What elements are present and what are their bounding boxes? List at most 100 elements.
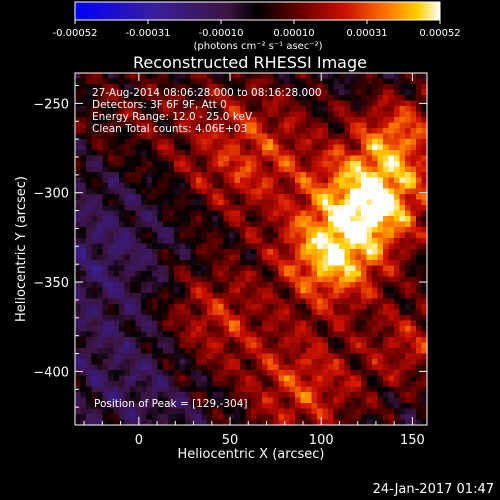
heatmap-cell [295, 144, 302, 151]
heatmap-cell [421, 155, 428, 162]
heatmap-cell [256, 320, 263, 327]
heatmap-cell [262, 359, 269, 366]
chart-title: Reconstructed RHESSI Image [133, 53, 367, 72]
heatmap-cell [207, 194, 214, 201]
heatmap-cell [102, 117, 109, 124]
heatmap-cell [240, 205, 247, 212]
colorbar-tick-label: 0.00031 [346, 28, 387, 39]
heatmap-cell [113, 227, 120, 234]
heatmap-cell [245, 216, 252, 223]
heatmap-cell [130, 210, 137, 217]
heatmap-cell [344, 139, 351, 146]
heatmap-cell [135, 111, 142, 118]
heatmap-cell [328, 117, 335, 124]
heatmap-cell [113, 386, 120, 393]
heatmap-cell [229, 177, 236, 184]
heatmap-cell [80, 381, 87, 388]
heatmap-cell [289, 359, 296, 366]
heatmap-cell [322, 359, 329, 366]
heatmap-cell [185, 188, 192, 195]
heatmap-cell [278, 161, 285, 168]
heatmap-cell [245, 128, 252, 135]
heatmap-cell [267, 117, 274, 124]
heatmap-cell [317, 150, 324, 157]
heatmap-cell [113, 337, 120, 344]
heatmap-cell [328, 265, 335, 272]
heatmap-cell [223, 276, 230, 283]
heatmap-cell [284, 282, 291, 289]
heatmap-cell [251, 397, 258, 404]
heatmap-cell [344, 106, 351, 113]
heatmap-cell [416, 298, 423, 305]
heatmap-cell [229, 84, 236, 91]
heatmap-cell [317, 216, 324, 223]
heatmap-cell [130, 403, 137, 410]
heatmap-cell [284, 122, 291, 129]
heatmap-cell [377, 408, 384, 415]
heatmap-cell [229, 293, 236, 300]
heatmap-cell [306, 326, 313, 333]
heatmap-cell [399, 199, 406, 206]
heatmap-cell [322, 205, 329, 212]
heatmap-cell [157, 282, 164, 289]
heatmap-cell [416, 78, 423, 85]
heatmap-cell [311, 364, 318, 371]
heatmap-cell [201, 331, 208, 338]
heatmap-cell [108, 122, 115, 129]
heatmap-cell [229, 254, 236, 261]
heatmap-cell [344, 150, 351, 157]
heatmap-cell [108, 408, 115, 415]
heatmap-cell [190, 331, 197, 338]
heatmap-cell [273, 150, 280, 157]
heatmap-cell [157, 161, 164, 168]
heatmap-cell [91, 381, 98, 388]
heatmap-cell [262, 337, 269, 344]
heatmap-cell [306, 133, 313, 140]
heatmap-cell [416, 238, 423, 245]
heatmap-cell [86, 243, 93, 250]
heatmap-cell [223, 260, 230, 267]
heatmap-cell [234, 89, 241, 96]
heatmap-cell [168, 205, 175, 212]
heatmap-cell [333, 89, 340, 96]
heatmap-cell [229, 155, 236, 162]
heatmap-cell [86, 408, 93, 415]
heatmap-cell [141, 403, 148, 410]
heatmap-cell [163, 194, 170, 201]
heatmap-cell [86, 216, 93, 223]
heatmap-cell [377, 419, 384, 426]
heatmap-cell [229, 238, 236, 245]
heatmap-cell [108, 144, 115, 151]
heatmap-cell [421, 392, 428, 399]
heatmap-cell [322, 199, 329, 206]
heatmap-cell [284, 298, 291, 305]
heatmap-cell [86, 271, 93, 278]
heatmap-cell [410, 364, 417, 371]
heatmap-cell [394, 106, 401, 113]
heatmap-cell [174, 216, 181, 223]
heatmap-cell [267, 84, 274, 91]
heatmap-cell [113, 403, 120, 410]
heatmap-cell [119, 188, 126, 195]
heatmap-cell [146, 298, 153, 305]
heatmap-cell [366, 227, 373, 234]
heatmap-cell [355, 386, 362, 393]
heatmap-cell [256, 210, 263, 217]
heatmap-cell [256, 128, 263, 135]
heatmap-cell [388, 271, 395, 278]
heatmap-cell [344, 337, 351, 344]
heatmap-cell [284, 304, 291, 311]
heatmap-cell [350, 254, 357, 261]
heatmap-cell [80, 183, 87, 190]
heatmap-cell [256, 194, 263, 201]
heatmap-cell [361, 359, 368, 366]
heatmap-cell [355, 304, 362, 311]
heatmap-cell [383, 326, 390, 333]
heatmap-cell [212, 221, 219, 228]
heatmap-cell [388, 155, 395, 162]
heatmap-cell [333, 238, 340, 245]
heatmap-cell [207, 364, 214, 371]
heatmap-cell [262, 199, 269, 206]
heatmap-cell [223, 282, 230, 289]
heatmap-cell [168, 403, 175, 410]
